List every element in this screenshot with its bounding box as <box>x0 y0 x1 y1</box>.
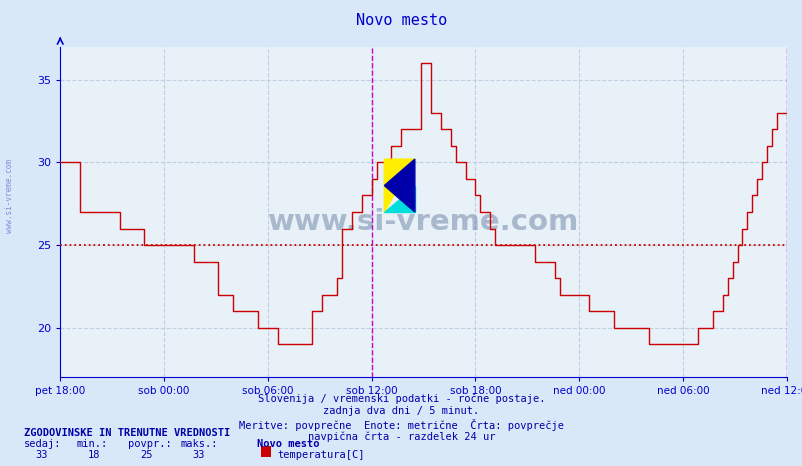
Text: Slovenija / vremenski podatki - ročne postaje.: Slovenija / vremenski podatki - ročne po… <box>257 394 545 404</box>
Text: temperatura[C]: temperatura[C] <box>277 450 364 460</box>
Text: 18: 18 <box>87 450 100 460</box>
Text: Novo mesto: Novo mesto <box>257 439 319 449</box>
Text: ZGODOVINSKE IN TRENUTNE VREDNOSTI: ZGODOVINSKE IN TRENUTNE VREDNOSTI <box>24 428 230 438</box>
Polygon shape <box>384 159 415 212</box>
Text: 25: 25 <box>140 450 152 460</box>
Text: navpična črta - razdelek 24 ur: navpična črta - razdelek 24 ur <box>307 432 495 442</box>
Text: Meritve: povprečne  Enote: metrične  Črta: povprečje: Meritve: povprečne Enote: metrične Črta:… <box>239 419 563 431</box>
Text: min.:: min.: <box>76 439 107 449</box>
Text: 33: 33 <box>192 450 205 460</box>
Text: www.si-vreme.com: www.si-vreme.com <box>268 208 578 236</box>
Text: povpr.:: povpr.: <box>128 439 172 449</box>
Text: 33: 33 <box>35 450 48 460</box>
Text: maks.:: maks.: <box>180 439 218 449</box>
Polygon shape <box>384 185 415 212</box>
Text: zadnja dva dni / 5 minut.: zadnja dva dni / 5 minut. <box>323 406 479 416</box>
Text: www.si-vreme.com: www.si-vreme.com <box>5 159 14 233</box>
Text: Novo mesto: Novo mesto <box>355 14 447 28</box>
Polygon shape <box>384 159 415 212</box>
Text: sedaj:: sedaj: <box>24 439 62 449</box>
